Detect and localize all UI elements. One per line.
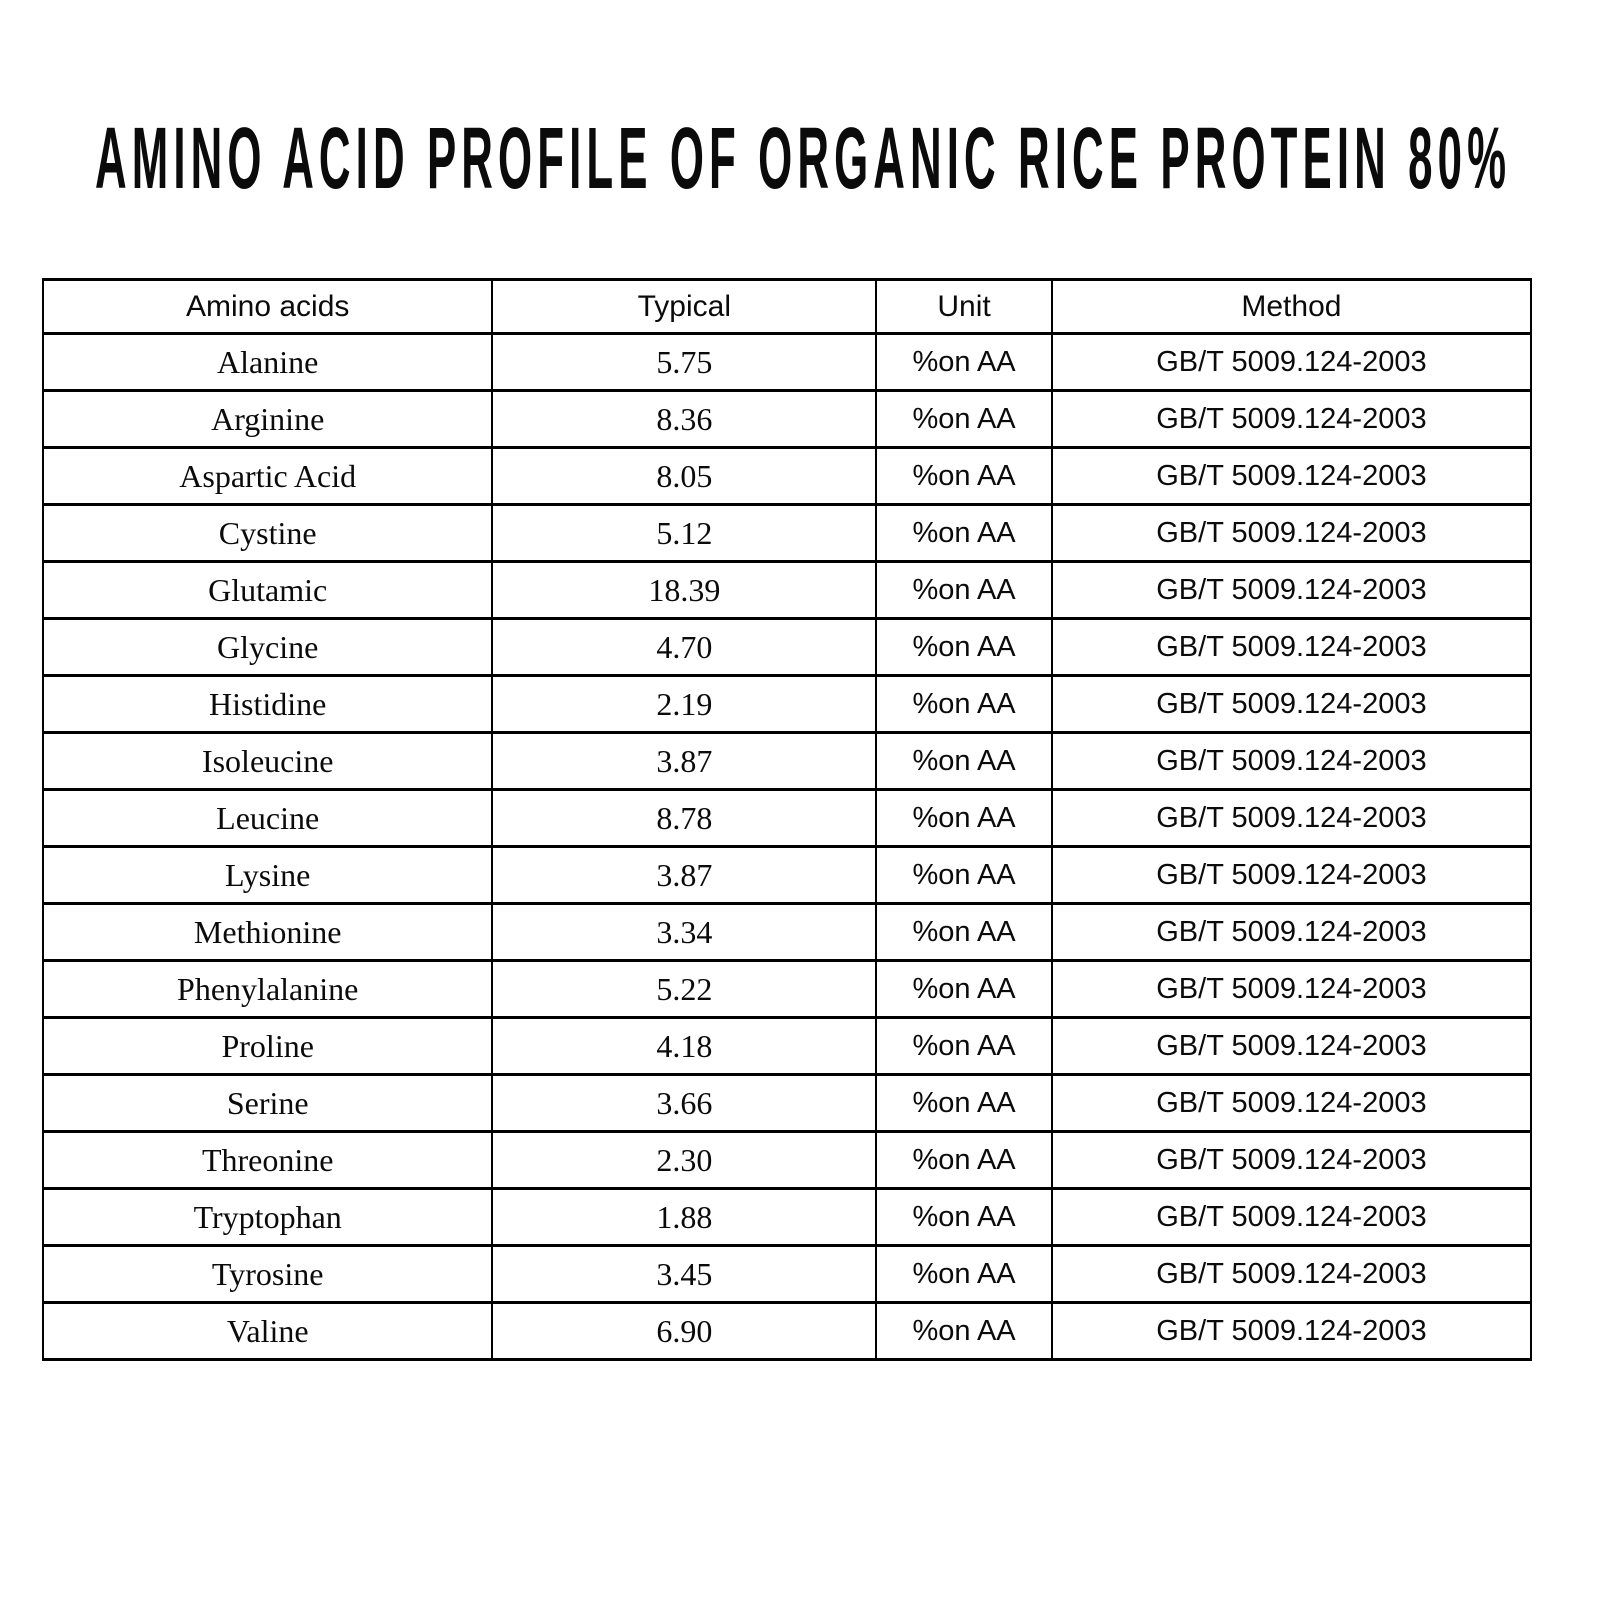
unit-cell: %on AA <box>875 332 1053 392</box>
method-cell: GB/T 5009.124-2003 <box>1050 332 1533 392</box>
unit-cell: %on AA <box>875 1187 1053 1247</box>
table-row: Leucine 8.78 %on AA GB/T 5009.124-2003 <box>41 788 1533 848</box>
table-row: Tyrosine 3.45 %on AA GB/T 5009.124-2003 <box>41 1244 1533 1304</box>
typical-cell: 8.78 <box>491 788 878 848</box>
method-cell: GB/T 5009.124-2003 <box>1050 845 1533 905</box>
unit-cell: %on AA <box>875 845 1053 905</box>
method-cell: GB/T 5009.124-2003 <box>1050 1073 1533 1133</box>
method-cell: GB/T 5009.124-2003 <box>1050 560 1533 620</box>
amino-acid-cell: Valine <box>41 1301 494 1361</box>
header-amino-acids: Amino acids <box>41 278 494 335</box>
method-cell: GB/T 5009.124-2003 <box>1050 731 1533 791</box>
table-row: Phenylalanine 5.22 %on AA GB/T 5009.124-… <box>41 959 1533 1019</box>
typical-cell: 18.39 <box>491 560 878 620</box>
unit-cell: %on AA <box>875 446 1053 506</box>
method-cell: GB/T 5009.124-2003 <box>1050 902 1533 962</box>
table-row: Threonine 2.30 %on AA GB/T 5009.124-2003 <box>41 1130 1533 1190</box>
typical-cell: 3.66 <box>491 1073 878 1133</box>
method-cell: GB/T 5009.124-2003 <box>1050 617 1533 677</box>
table-body: Alanine 5.75 %on AA GB/T 5009.124-2003 A… <box>41 332 1533 1361</box>
typical-cell: 1.88 <box>491 1187 878 1247</box>
unit-cell: %on AA <box>875 959 1053 1019</box>
table-row: Serine 3.66 %on AA GB/T 5009.124-2003 <box>41 1073 1533 1133</box>
amino-acid-cell: Leucine <box>41 788 494 848</box>
amino-acid-cell: Tryptophan <box>41 1187 494 1247</box>
typical-cell: 8.05 <box>491 446 878 506</box>
unit-cell: %on AA <box>875 1244 1053 1304</box>
amino-acid-cell: Lysine <box>41 845 494 905</box>
header-unit: Unit <box>875 278 1053 335</box>
unit-cell: %on AA <box>875 560 1053 620</box>
table-row: Arginine 8.36 %on AA GB/T 5009.124-2003 <box>41 389 1533 449</box>
table-row: Aspartic Acid 8.05 %on AA GB/T 5009.124-… <box>41 446 1533 506</box>
page-title: AMINO ACID PROFILE OF ORGANIC RICE PROTE… <box>95 109 1512 207</box>
table-row: Lysine 3.87 %on AA GB/T 5009.124-2003 <box>41 845 1533 905</box>
unit-cell: %on AA <box>875 1301 1053 1361</box>
amino-acid-cell: Serine <box>41 1073 494 1133</box>
typical-cell: 5.75 <box>491 332 878 392</box>
table-row: Isoleucine 3.87 %on AA GB/T 5009.124-200… <box>41 731 1533 791</box>
typical-cell: 4.70 <box>491 617 878 677</box>
method-cell: GB/T 5009.124-2003 <box>1050 1187 1533 1247</box>
amino-acid-table: Amino acids Typical Unit Method Alanine … <box>41 278 1533 1361</box>
typical-cell: 6.90 <box>491 1301 878 1361</box>
unit-cell: %on AA <box>875 1073 1053 1133</box>
amino-acid-cell: Proline <box>41 1016 494 1076</box>
typical-cell: 3.87 <box>491 731 878 791</box>
table-row: Tryptophan 1.88 %on AA GB/T 5009.124-200… <box>41 1187 1533 1247</box>
typical-cell: 3.34 <box>491 902 878 962</box>
amino-acid-cell: Tyrosine <box>41 1244 494 1304</box>
typical-cell: 3.45 <box>491 1244 878 1304</box>
typical-cell: 4.18 <box>491 1016 878 1076</box>
method-cell: GB/T 5009.124-2003 <box>1050 788 1533 848</box>
table-row: Glutamic 18.39 %on AA GB/T 5009.124-2003 <box>41 560 1533 620</box>
table-row: Glycine 4.70 %on AA GB/T 5009.124-2003 <box>41 617 1533 677</box>
table-row: Valine 6.90 %on AA GB/T 5009.124-2003 <box>41 1301 1533 1361</box>
typical-cell: 8.36 <box>491 389 878 449</box>
method-cell: GB/T 5009.124-2003 <box>1050 959 1533 1019</box>
unit-cell: %on AA <box>875 731 1053 791</box>
table-header-row: Amino acids Typical Unit Method <box>41 278 1533 335</box>
unit-cell: %on AA <box>875 1016 1053 1076</box>
method-cell: GB/T 5009.124-2003 <box>1050 1244 1533 1304</box>
amino-acid-cell: Histidine <box>41 674 494 734</box>
table-row: Cystine 5.12 %on AA GB/T 5009.124-2003 <box>41 503 1533 563</box>
method-cell: GB/T 5009.124-2003 <box>1050 674 1533 734</box>
method-cell: GB/T 5009.124-2003 <box>1050 503 1533 563</box>
amino-acid-cell: Threonine <box>41 1130 494 1190</box>
unit-cell: %on AA <box>875 503 1053 563</box>
typical-cell: 5.12 <box>491 503 878 563</box>
unit-cell: %on AA <box>875 389 1053 449</box>
amino-acid-cell: Cystine <box>41 503 494 563</box>
table-row: Proline 4.18 %on AA GB/T 5009.124-2003 <box>41 1016 1533 1076</box>
unit-cell: %on AA <box>875 1130 1053 1190</box>
typical-cell: 2.30 <box>491 1130 878 1190</box>
unit-cell: %on AA <box>875 674 1053 734</box>
unit-cell: %on AA <box>875 902 1053 962</box>
amino-acid-cell: Phenylalanine <box>41 959 494 1019</box>
amino-acid-cell: Isoleucine <box>41 731 494 791</box>
method-cell: GB/T 5009.124-2003 <box>1050 1016 1533 1076</box>
method-cell: GB/T 5009.124-2003 <box>1050 1301 1533 1361</box>
typical-cell: 2.19 <box>491 674 878 734</box>
typical-cell: 5.22 <box>491 959 878 1019</box>
method-cell: GB/T 5009.124-2003 <box>1050 446 1533 506</box>
table-row: Alanine 5.75 %on AA GB/T 5009.124-2003 <box>41 332 1533 392</box>
amino-acid-cell: Alanine <box>41 332 494 392</box>
unit-cell: %on AA <box>875 617 1053 677</box>
amino-acid-cell: Arginine <box>41 389 494 449</box>
header-method: Method <box>1050 278 1533 335</box>
table-row: Histidine 2.19 %on AA GB/T 5009.124-2003 <box>41 674 1533 734</box>
amino-acid-cell: Glycine <box>41 617 494 677</box>
typical-cell: 3.87 <box>491 845 878 905</box>
amino-acid-cell: Methionine <box>41 902 494 962</box>
amino-acid-cell: Aspartic Acid <box>41 446 494 506</box>
table-row: Methionine 3.34 %on AA GB/T 5009.124-200… <box>41 902 1533 962</box>
amino-acid-cell: Glutamic <box>41 560 494 620</box>
unit-cell: %on AA <box>875 788 1053 848</box>
header-typical: Typical <box>491 278 878 335</box>
method-cell: GB/T 5009.124-2003 <box>1050 1130 1533 1190</box>
method-cell: GB/T 5009.124-2003 <box>1050 389 1533 449</box>
